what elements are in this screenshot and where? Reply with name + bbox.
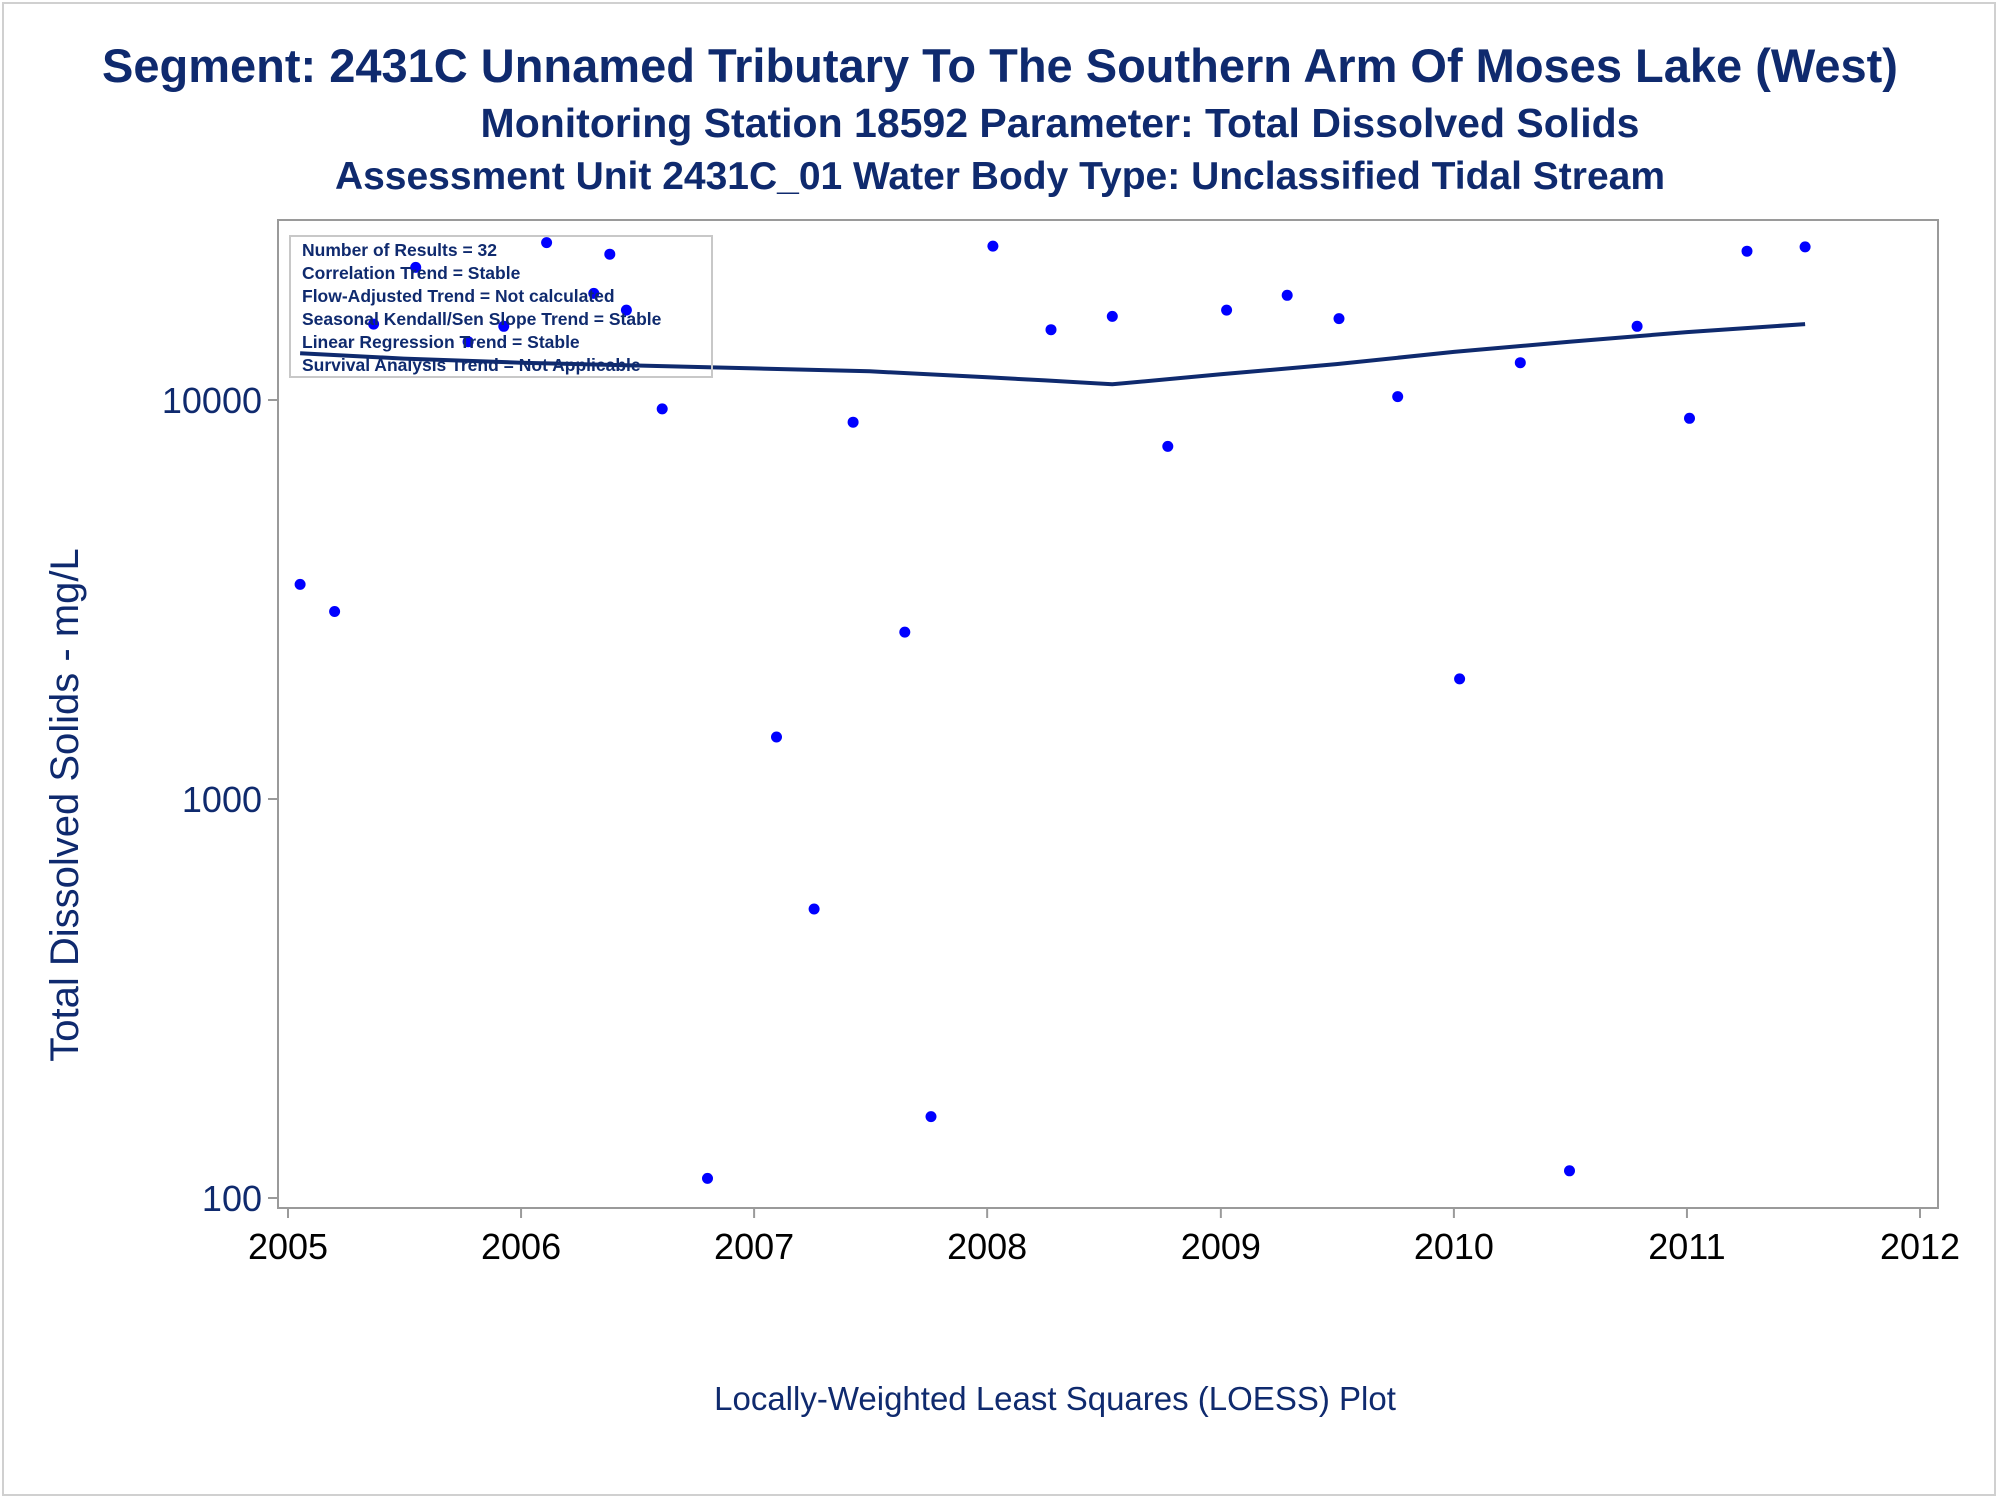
data-point [368,318,380,330]
data-point [1333,313,1345,325]
y-axis: 100 1000 10000 [162,380,278,1219]
data-point [588,287,600,299]
stats-line: Survival Analysis Trend = Not Applicable [302,355,641,375]
chart-title-station: Monitoring Station 18592 Parameter: Tota… [480,100,1640,146]
data-point [1454,673,1466,685]
x-tick-label: 2007 [714,1226,794,1267]
plot-area-frame [277,219,1939,1209]
data-point [1162,440,1174,452]
x-tick-label: 2010 [1414,1226,1494,1267]
x-tick-label: 2008 [947,1226,1027,1267]
plot-type-footnote: Locally-Weighted Least Squares (LOESS) P… [714,1380,1396,1417]
x-tick-label: 2006 [481,1226,561,1267]
data-point [498,320,510,332]
data-point [1564,1165,1575,1177]
data-point [808,903,820,915]
data-point [847,416,859,428]
data-point [604,248,616,260]
x-tick-label: 2011 [1648,1226,1725,1267]
data-point [899,626,911,638]
data-points [294,237,1811,1184]
stats-line: Correlation Trend = Stable [302,263,521,283]
y-axis-label: Total Dissolved Solids - mg/L [43,548,87,1062]
data-point [925,1111,937,1123]
data-point [656,403,668,415]
data-point [1514,357,1526,369]
y-tick-label: 100 [202,1178,262,1219]
trend-statistics-box: Number of Results = 32 Correlation Trend … [289,235,713,378]
stats-line: Seasonal Kendall/Sen Slope Trend = Stabl… [302,309,662,329]
loess-trend-line [299,322,1806,387]
y-tick-label: 1000 [182,779,262,820]
x-tick-label: 2012 [1880,1226,1960,1267]
stats-line: Linear Regression Trend = Stable [302,332,580,352]
data-point [620,304,632,316]
data-point [1684,412,1695,424]
x-tick-label: 2005 [248,1226,328,1267]
data-point [702,1172,713,1184]
chart-title-segment: Segment: 2431C Unnamed Tributary To The … [102,39,1898,92]
data-point [1281,289,1293,301]
data-point [1741,245,1753,257]
data-point [410,261,422,273]
data-point [1221,304,1233,316]
data-point [294,578,306,590]
stats-line: Flow-Adjusted Trend = Not calculated [302,286,615,306]
data-point [1392,391,1404,403]
data-point [1045,324,1057,336]
data-point [541,237,553,249]
chart-title-assessment: Assessment Unit 2431C_01 Water Body Type… [334,155,1666,198]
y-tick-label: 10000 [162,380,262,421]
data-point [462,336,474,348]
data-point [987,240,999,252]
data-point [1799,241,1811,253]
stats-line: Number of Results = 32 [302,240,497,260]
data-point [771,731,782,743]
data-point [1106,310,1118,322]
data-point [329,606,341,617]
x-axis: 2005 2006 2007 2008 2009 2010 2011 2012 [248,1208,1960,1267]
x-tick-label: 2009 [1181,1226,1261,1267]
data-point [1631,320,1643,332]
stats-box-border [289,235,713,378]
